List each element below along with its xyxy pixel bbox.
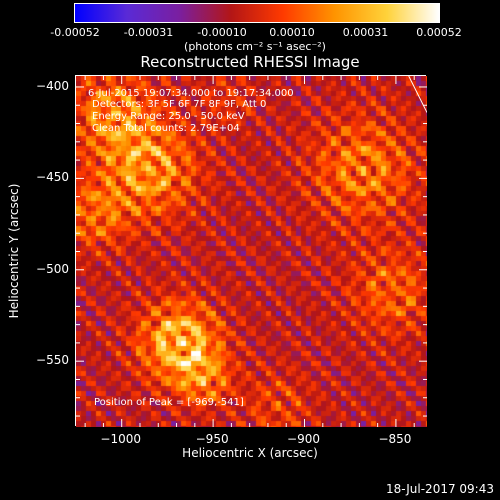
- colorbar-tick-label: 0.00010: [269, 26, 315, 39]
- chart-title: Reconstructed RHESSI Image: [140, 53, 360, 71]
- y-tick-label: −400: [36, 78, 69, 93]
- x-tick-label: −1000: [100, 432, 141, 446]
- x-tick-label: −850: [378, 432, 412, 446]
- plot-area: 6-Jul-2015 19:07:34.000 to 19:17:34.000 …: [75, 75, 427, 427]
- colorbar-tick-label: 0.00031: [342, 26, 389, 39]
- detectors-label: Detectors: 3F 5F 6F 7F 8F 9F, Att 0: [92, 99, 267, 110]
- clean-counts-label: Clean Total counts: 2.79E+04: [92, 123, 240, 134]
- colorbar-tick-label: -0.00010: [197, 26, 247, 39]
- colorbar-units: (photons cm⁻² s⁻¹ asec⁻²): [184, 40, 326, 53]
- plot-timestamp: 18-Jul-2017 09:43: [385, 482, 494, 496]
- y-tick-label: −500: [36, 261, 69, 276]
- x-tick-label: −900: [287, 432, 320, 446]
- colorbar: [74, 3, 440, 23]
- solar-limb-line: [408, 76, 427, 113]
- plot-overlay: [76, 76, 427, 427]
- heatmap-image: [76, 76, 427, 427]
- colorbar-tick-label: -0.00052: [50, 26, 100, 39]
- colorbar-gradient: [75, 4, 439, 22]
- time-range-label: 6-Jul-2015 19:07:34.000 to 19:17:34.000: [88, 88, 294, 99]
- x-axis-label: Heliocentric X (arcsec): [182, 446, 318, 460]
- x-tick-label: −950: [195, 432, 229, 446]
- colorbar-tick-label: 0.00052: [416, 26, 462, 39]
- peak-position-label: Position of Peak = [-969,-541]: [94, 397, 244, 408]
- colorbar-tick-label: -0.00031: [123, 26, 174, 39]
- energy-range-label: Energy Range: 25.0 - 50.0 keV: [92, 111, 245, 122]
- y-tick-label: −550: [36, 353, 69, 368]
- y-axis-label: Heliocentric Y (arcsec): [7, 183, 21, 319]
- y-tick-label: −450: [36, 170, 69, 185]
